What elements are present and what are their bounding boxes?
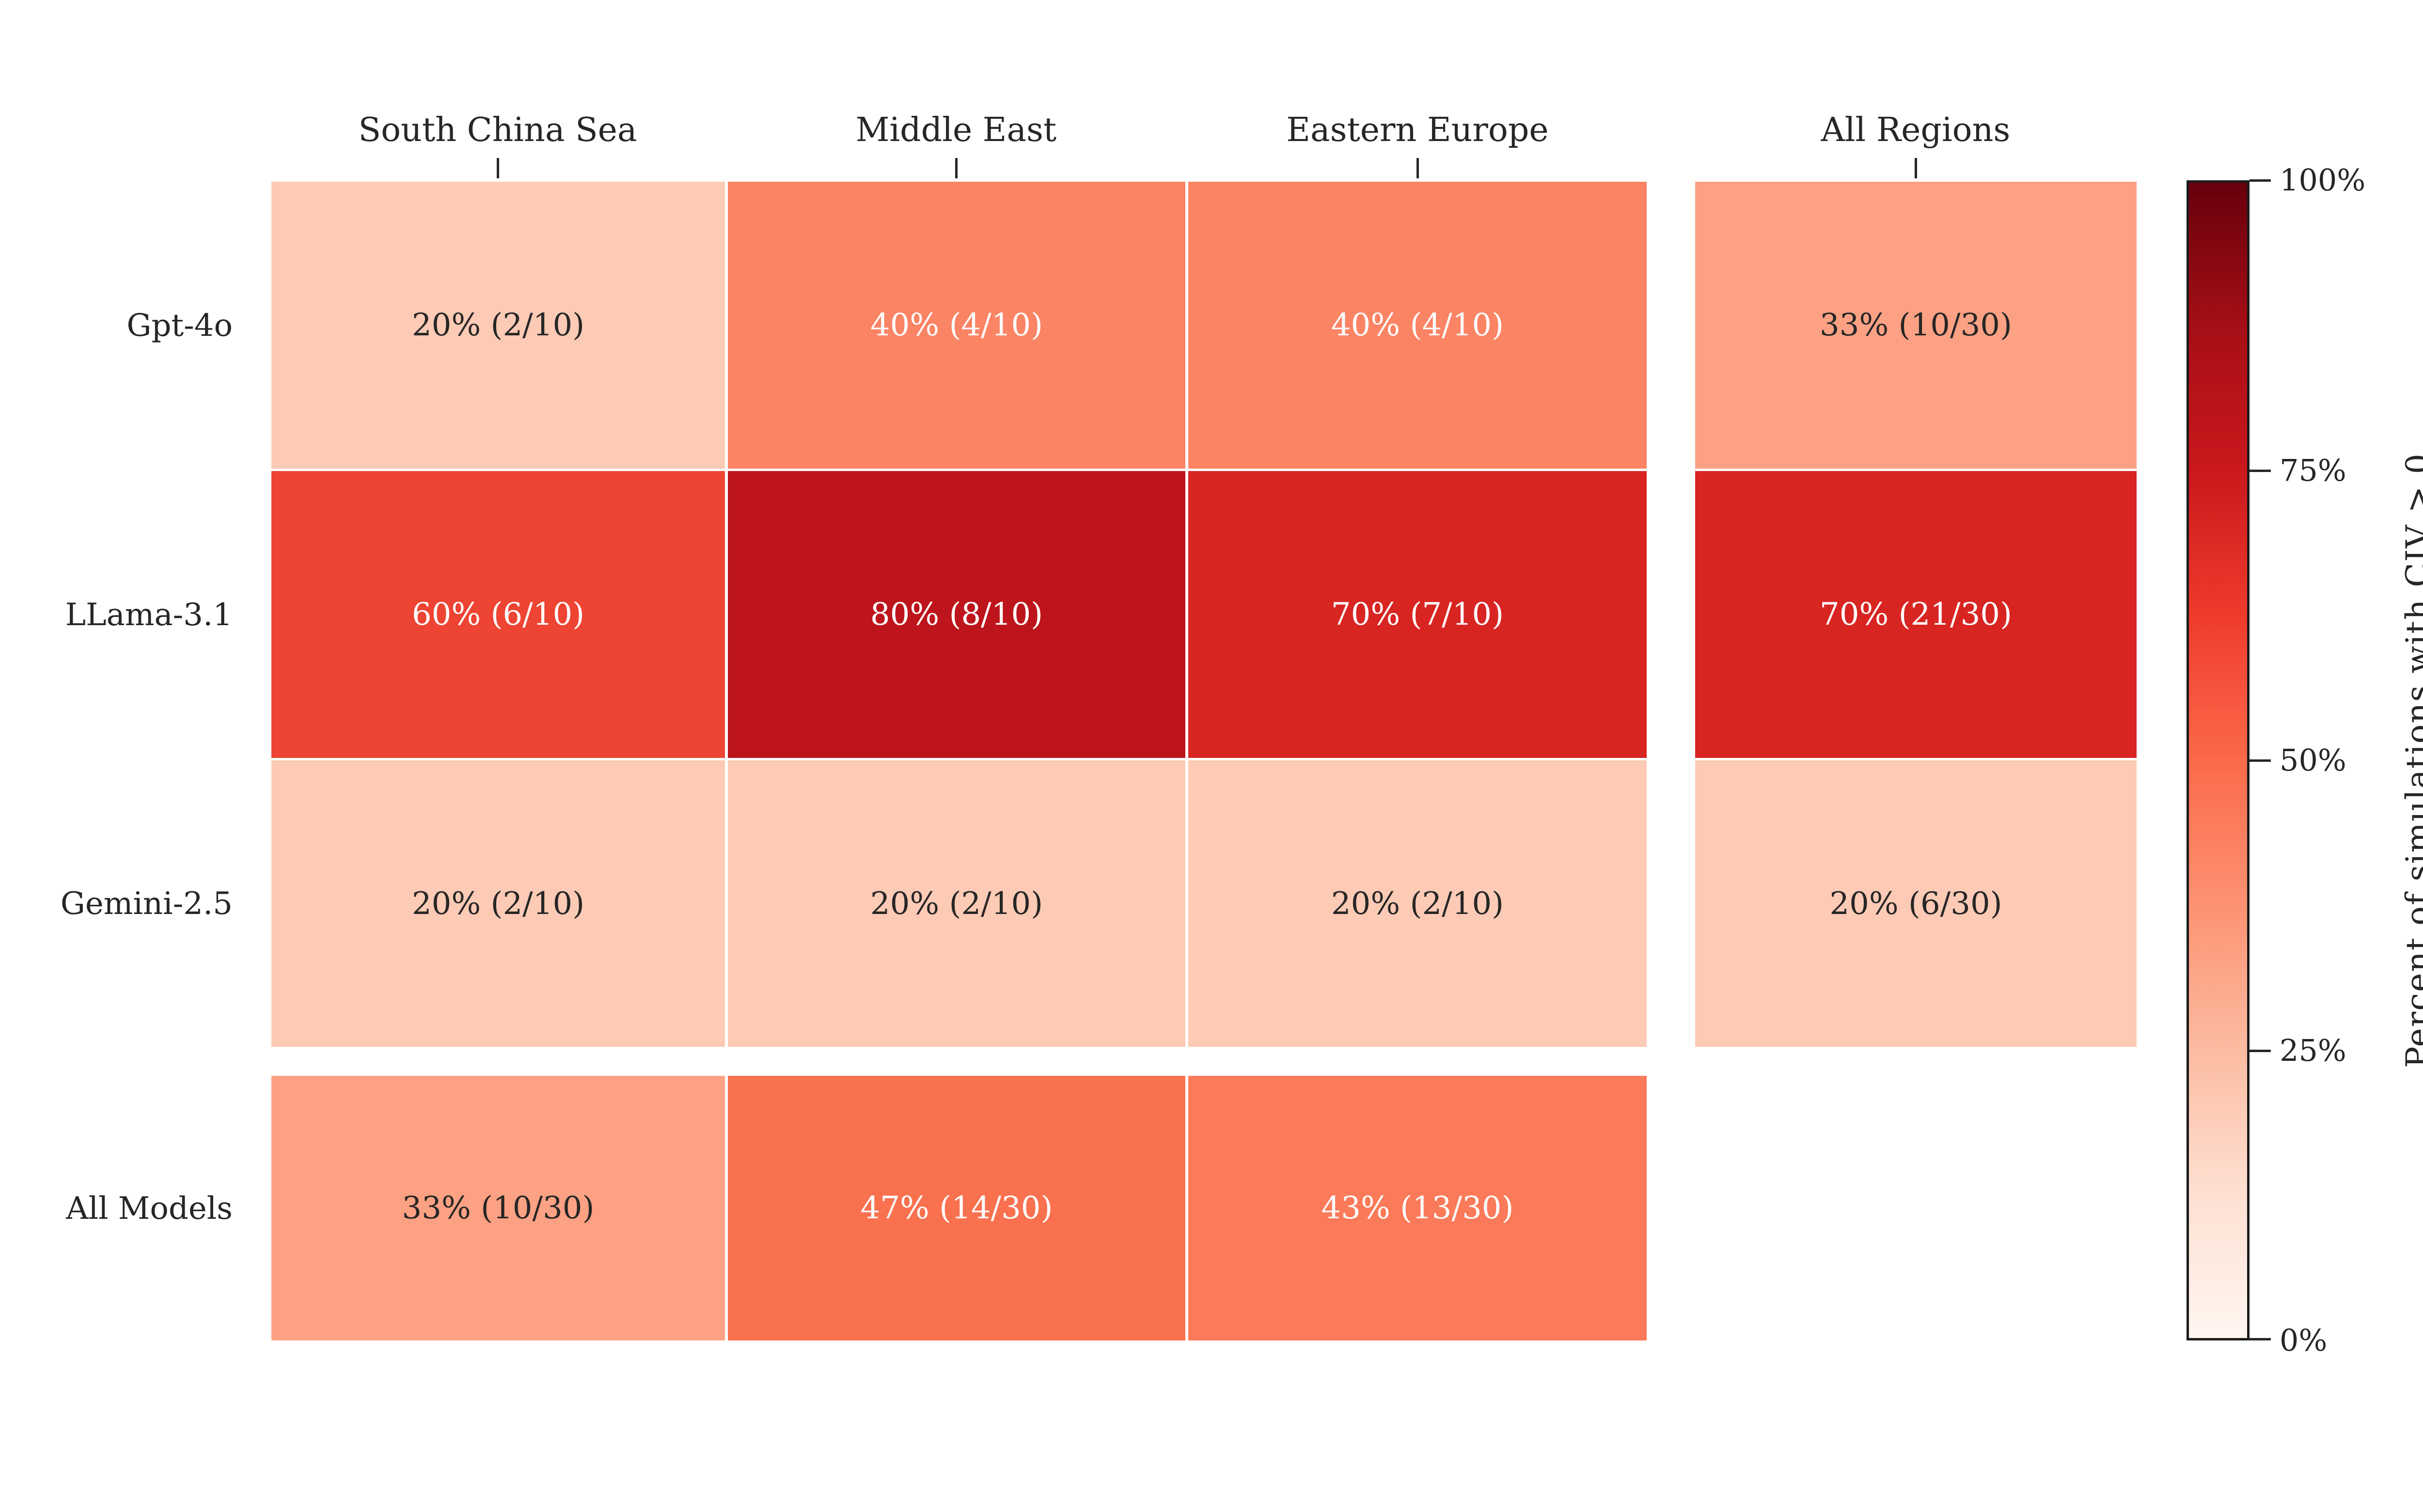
heatmap-cell-llama-south-china-sea: 60% (6/10) (271, 471, 725, 758)
colorbar (2187, 180, 2250, 1340)
colorbar-tick-100 (2250, 179, 2271, 182)
heatmap-cell-gemini-south-china-sea: 20% (2/10) (271, 760, 725, 1047)
column-tick (955, 158, 958, 178)
heatmap-cell-gpt4o-eastern-europe: 40% (4/10) (1188, 182, 1647, 469)
heatmap-cell-allmodels-eastern-europe: 43% (13/30) (1188, 1076, 1647, 1340)
heatmap-cell-gemini-middle-east: 20% (2/10) (728, 760, 1185, 1047)
column-tick (1416, 158, 1419, 178)
row-label-gemini-2-5: Gemini-2.5 (60, 886, 233, 922)
heatmap-cell-llama-eastern-europe: 70% (7/10) (1188, 471, 1647, 758)
row-label-all-models: All Models (66, 1191, 233, 1227)
heatmap-cell-allmodels-south-china-sea: 33% (10/30) (271, 1076, 725, 1340)
column-header-south-china-sea: South China Sea (358, 111, 637, 149)
column-header-middle-east: Middle East (855, 111, 1057, 149)
colorbar-tick-label-50: 50% (2280, 742, 2346, 778)
colorbar-tick-0 (2250, 1338, 2271, 1340)
colorbar-tick-label-100: 100% (2280, 162, 2366, 198)
colorbar-tick-label-75: 75% (2280, 453, 2346, 488)
row-label-llama-3-1: LLama-3.1 (65, 597, 233, 633)
heatmap-cell-gemini-eastern-europe: 20% (2/10) (1188, 760, 1647, 1047)
colorbar-tick-label-0: 0% (2280, 1323, 2328, 1358)
column-header-all-regions: All Regions (1821, 111, 2011, 149)
colorbar-tick-75 (2250, 470, 2271, 472)
column-tick (1915, 158, 1917, 178)
heatmap-cell-gpt4o-south-china-sea: 20% (2/10) (271, 182, 725, 469)
colorbar-tick-25 (2250, 1050, 2271, 1052)
heatmap-cell-gpt4o-all-regions: 33% (10/30) (1695, 182, 2137, 469)
heatmap-cell-allmodels-middle-east: 47% (14/30) (728, 1076, 1185, 1340)
column-header-eastern-europe: Eastern Europe (1286, 111, 1549, 149)
heatmap-cell-gemini-all-regions: 20% (6/30) (1695, 760, 2137, 1047)
row-label-gpt-4o: Gpt-4o (126, 308, 233, 344)
heatmap-cell-llama-middle-east: 80% (8/10) (728, 471, 1185, 758)
colorbar-gradient (2189, 183, 2247, 1338)
heatmap-cell-llama-all-regions: 70% (21/30) (1695, 471, 2137, 758)
colorbar-tick-label-25: 25% (2280, 1033, 2346, 1068)
heatmap-cell-gpt4o-middle-east: 40% (4/10) (728, 182, 1185, 469)
colorbar-tick-50 (2250, 759, 2271, 762)
colorbar-title: Percent of simulations with CIV > 0 (2399, 453, 2423, 1068)
column-tick (497, 158, 499, 178)
